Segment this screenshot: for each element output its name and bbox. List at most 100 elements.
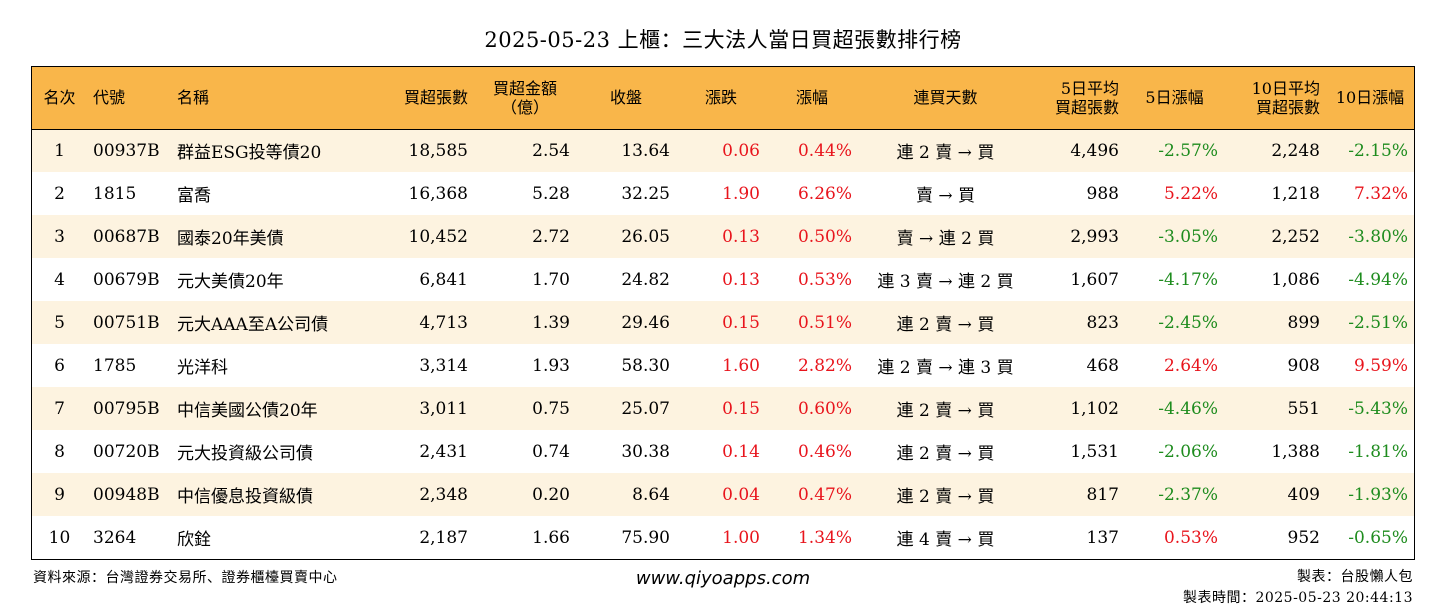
author-label: 製表：台股懶人包 <box>1297 569 1413 585</box>
cell-rank: 3 <box>54 226 65 247</box>
cell-buy-amount: 1.39 <box>532 312 570 333</box>
cell-change-pct: 0.51% <box>797 312 852 333</box>
header-close: 收盤 <box>609 88 642 108</box>
website-link[interactable]: www.qiyoapps.com <box>635 568 811 589</box>
cell-name: 富喬 <box>177 186 211 206</box>
cell-avg10: 1,218 <box>1271 183 1320 204</box>
header-code: 代號 <box>93 88 126 108</box>
cell-name: 元大投資級公司債 <box>177 444 313 464</box>
cell-buy-amount: 0.20 <box>532 484 570 505</box>
cell-buy-shares: 4,713 <box>419 312 468 333</box>
table-row: 4 00679B 元大美債20年 6,841 1.70 24.82 0.13 0… <box>32 258 1414 301</box>
header-change: 漲跌 <box>704 88 737 108</box>
cell-streak: 連 2 賣 → 買 <box>896 143 995 164</box>
cell-change-pct: 1.34% <box>797 527 852 548</box>
cell-buy-amount: 1.93 <box>532 355 570 376</box>
cell-change: 0.13 <box>722 226 760 247</box>
cell-rank: 4 <box>54 269 65 290</box>
cell-buy-amount: 1.70 <box>532 269 570 290</box>
cell-chg5: -2.06% <box>1158 441 1218 462</box>
cell-buy-shares: 10,452 <box>408 226 468 247</box>
cell-buy-amount: 0.74 <box>532 441 570 462</box>
cell-chg10: -1.93% <box>1348 484 1408 505</box>
table-header-row: 名次 代號 名稱 買超張數 買超金額 （億） 收盤 漲跌 漲幅 連買天數 5日平… <box>32 67 1414 129</box>
cell-chg5: 2.64% <box>1163 355 1218 376</box>
header-avg5: 5日平均 買超張數 <box>1033 67 1125 129</box>
cell-avg10: 409 <box>1287 484 1320 505</box>
cell-change: 1.00 <box>722 527 760 548</box>
cell-close: 58.30 <box>621 355 670 376</box>
cell-close: 30.38 <box>621 441 670 462</box>
cell-close: 24.82 <box>621 269 670 290</box>
cell-name: 欣銓 <box>177 530 211 550</box>
cell-buy-amount: 0.75 <box>532 398 570 419</box>
header-avg10-line2: 買超張數 <box>1255 97 1320 117</box>
cell-change-pct: 0.53% <box>797 269 852 290</box>
cell-buy-amount: 1.66 <box>532 527 570 548</box>
cell-buy-shares: 18,585 <box>408 140 468 161</box>
cell-chg10: -4.94% <box>1348 269 1408 290</box>
cell-streak: 賣 → 買 <box>915 186 976 206</box>
cell-close: 26.05 <box>621 226 670 247</box>
cell-buy-amount: 2.72 <box>532 226 570 247</box>
cell-avg10: 899 <box>1287 312 1320 333</box>
table-row: 5 00751B 元大AAA至A公司債 4,713 1.39 29.46 0.1… <box>32 301 1414 344</box>
cell-avg10: 1,388 <box>1271 441 1320 462</box>
data-source: 資料來源：台灣證券交易所、證券櫃檯買賣中心 <box>33 570 338 586</box>
header-avg10: 10日平均 買超張數 <box>1224 67 1326 129</box>
cell-name: 中信優息投資級債 <box>177 487 313 507</box>
cell-code: 3264 <box>93 527 137 548</box>
cell-rank: 10 <box>48 527 71 548</box>
cell-code: 00687B <box>93 226 160 247</box>
cell-close: 8.64 <box>632 484 670 505</box>
cell-chg5: -4.46% <box>1158 398 1218 419</box>
cell-avg10: 952 <box>1287 527 1320 548</box>
cell-change-pct: 6.26% <box>797 183 852 204</box>
table-row: 3 00687B 國泰20年美債 10,452 2.72 26.05 0.13 … <box>32 215 1414 258</box>
made-time-label: 製表時間：2025-05-23 20:44:13 <box>1182 590 1413 606</box>
cell-code: 00937B <box>93 140 160 161</box>
cell-streak: 連 2 賣 → 買 <box>896 315 995 335</box>
cell-rank: 7 <box>54 398 65 419</box>
cell-chg5: 5.22% <box>1163 183 1218 204</box>
header-streak: 連買天數 <box>913 88 978 108</box>
cell-chg10: 9.59% <box>1353 355 1408 376</box>
cell-change: 1.90 <box>722 183 760 204</box>
cell-buy-amount: 2.54 <box>532 140 570 161</box>
cell-buy-shares: 2,187 <box>419 527 468 548</box>
cell-buy-amount: 5.28 <box>532 183 570 204</box>
ranking-table-container: 名次 代號 名稱 買超張數 買超金額 （億） 收盤 漲跌 漲幅 連買天數 5日平… <box>31 66 1415 560</box>
cell-rank: 9 <box>54 484 65 505</box>
cell-code: 00751B <box>93 312 160 333</box>
cell-avg10: 1,086 <box>1271 269 1320 290</box>
cell-chg5: 0.53% <box>1163 527 1218 548</box>
ranking-table: 名次 代號 名稱 買超張數 買超金額 （億） 收盤 漲跌 漲幅 連買天數 5日平… <box>32 67 1414 559</box>
cell-chg5: -2.45% <box>1158 312 1218 333</box>
cell-rank: 6 <box>54 355 65 376</box>
cell-rank: 2 <box>54 183 65 204</box>
cell-avg10: 2,252 <box>1271 226 1320 247</box>
cell-avg5: 137 <box>1086 527 1119 548</box>
header-chg10: 10日漲幅 <box>1335 88 1405 108</box>
cell-change: 0.04 <box>722 484 760 505</box>
cell-buy-shares: 3,314 <box>419 355 468 376</box>
cell-avg5: 1,102 <box>1070 398 1119 419</box>
cell-avg5: 1,531 <box>1070 441 1119 462</box>
cell-rank: 5 <box>54 312 65 333</box>
footer-meta: 製表：台股懶人包 製表時間：2025-05-23 20:44:13 <box>1183 567 1413 609</box>
cell-streak: 賣 → 連 2 買 <box>896 229 995 249</box>
cell-rank: 8 <box>54 441 65 462</box>
header-rank: 名次 <box>43 88 76 108</box>
cell-name: 國泰20年美債 <box>177 229 284 249</box>
cell-change-pct: 2.82% <box>797 355 852 376</box>
cell-code: 1815 <box>93 183 137 204</box>
cell-chg10: -2.51% <box>1348 312 1408 333</box>
cell-streak: 連 2 賣 → 買 <box>896 444 995 464</box>
cell-code: 1785 <box>93 355 137 376</box>
cell-change-pct: 0.50% <box>797 226 852 247</box>
cell-name: 元大AAA至A公司債 <box>177 315 329 335</box>
cell-code: 00948B <box>93 484 160 505</box>
cell-avg5: 1,607 <box>1070 269 1119 290</box>
cell-change-pct: 0.47% <box>797 484 852 505</box>
cell-change-pct: 0.60% <box>797 398 852 419</box>
